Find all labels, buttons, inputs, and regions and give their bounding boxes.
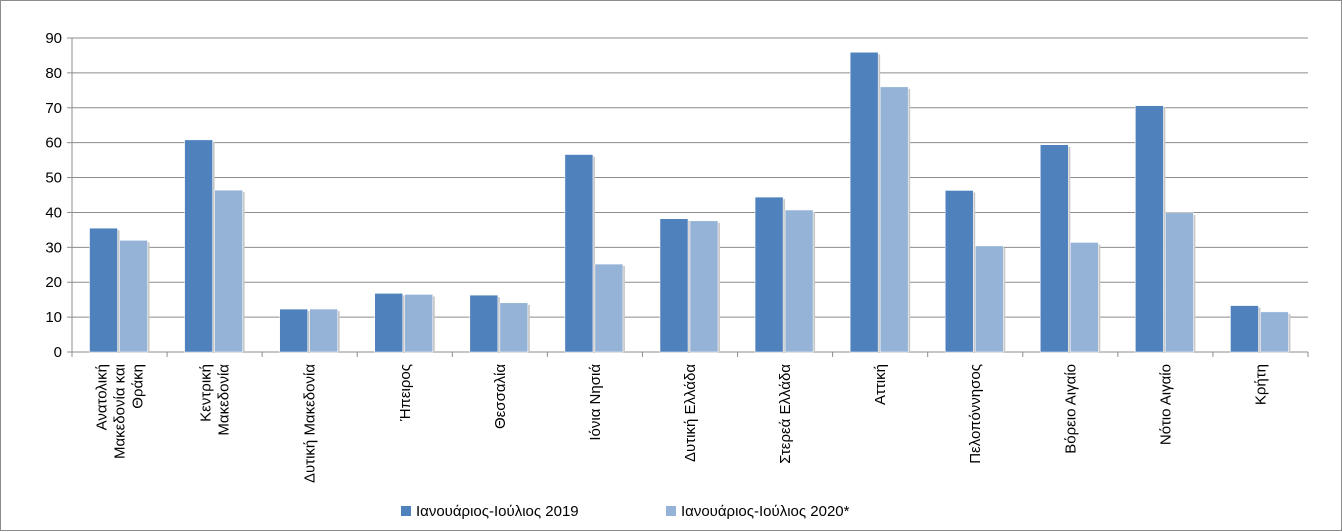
y-tick-label: 60 (45, 135, 62, 152)
bar (879, 86, 909, 353)
y-tick-label: 0 (54, 344, 62, 361)
bar (1135, 105, 1164, 353)
bar (119, 240, 148, 353)
bar (404, 294, 434, 353)
x-tick-label: Μακεδονία (216, 364, 233, 436)
bar (374, 293, 404, 353)
bar (499, 302, 529, 353)
bar (309, 308, 338, 353)
x-tick-label: Βόρειο Αιγαίο (1062, 364, 1079, 454)
x-tick-label: Ανατολική (94, 364, 111, 430)
legend-label: Ιανουάριος-Ιούλιος 2019 (416, 503, 579, 520)
bar (279, 308, 308, 353)
y-tick-label: 70 (45, 100, 62, 117)
bar (89, 227, 118, 353)
bar (1230, 305, 1259, 353)
bar (1040, 144, 1069, 353)
y-tick-label: 90 (45, 30, 62, 47)
legend-swatch (401, 506, 411, 516)
x-tick-label: Πελοπόννησος (967, 364, 984, 464)
x-tick-label: Θράκη (130, 364, 147, 409)
bar (469, 294, 499, 353)
bar (214, 189, 243, 353)
bar (1165, 212, 1194, 353)
bar (594, 263, 624, 353)
bar (659, 218, 689, 353)
x-tick-label: Μακεδονία και (112, 364, 129, 459)
x-tick-label: Ήπειρος (397, 364, 414, 422)
y-tick-label: 10 (45, 309, 62, 326)
x-tick-label: Ιόνια Νησιά (587, 364, 604, 441)
y-tick-label: 40 (45, 204, 62, 221)
legend-swatch (666, 506, 676, 516)
bar (184, 139, 213, 353)
x-tick-label: Κρήτη (1252, 364, 1269, 405)
x-tick-label: Δυτική Ελλάδα (682, 364, 699, 462)
x-tick-label: Αττική (872, 364, 889, 405)
x-tick-label: Κεντρική (198, 364, 215, 422)
bar (944, 190, 974, 353)
bar (689, 220, 719, 353)
bar (1070, 242, 1099, 353)
x-tick-label: Στερεά Ελλάδα (777, 364, 794, 464)
x-tick-label: Δυτική Μακεδονία (302, 364, 319, 483)
bar (564, 154, 594, 353)
bar (1260, 311, 1289, 353)
y-tick-label: 30 (45, 239, 62, 256)
x-tick-label: Νότιο Αιγαίο (1157, 364, 1174, 445)
y-tick-label: 50 (45, 170, 62, 187)
x-tick-label: Θεσσαλία (492, 364, 509, 429)
y-tick-label: 20 (45, 274, 62, 291)
y-tick-label: 80 (45, 65, 62, 82)
bar (784, 209, 814, 353)
bar (974, 245, 1004, 353)
bar (849, 52, 879, 353)
bar (754, 196, 784, 353)
legend-label: Ιανουάριος-Ιούλιος 2020* (681, 503, 850, 520)
